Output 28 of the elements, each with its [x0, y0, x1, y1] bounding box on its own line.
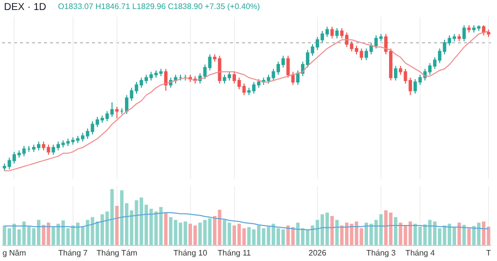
candlestick: [27, 146, 31, 152]
candlestick: [462, 24, 466, 42]
candlestick: [467, 24, 471, 34]
bar: [164, 212, 168, 245]
candlestick: [335, 28, 339, 39]
x-tick-label: Tháng 3: [366, 248, 396, 258]
x-tick-label: Tháng 7: [58, 248, 88, 258]
bar: [462, 224, 466, 245]
candlestick: [115, 106, 119, 119]
candlestick: [164, 68, 168, 92]
candlestick: [394, 65, 398, 82]
x-tick-label: 2026: [308, 248, 327, 258]
x-tick-label: Tháng 4: [405, 248, 436, 258]
x-tick-label: Tháng Tám: [96, 248, 138, 258]
bar: [330, 216, 334, 245]
candlestick: [120, 108, 124, 115]
candlestick: [178, 74, 182, 82]
text: O1833.07 H1846.71 L1829.96 C1838.90 +7.35 (+0.40%): [58, 2, 260, 11]
chart-title: DEX · 1D: [4, 2, 46, 13]
x-tick-label: T: [486, 248, 492, 258]
x-tick-label: Tháng 10: [173, 248, 208, 258]
x-tick-label: Tháng 11: [218, 248, 252, 258]
x-tick-label: g Năm: [2, 248, 26, 258]
candlestick: [330, 26, 334, 39]
bar: [115, 206, 119, 245]
candlestick: [458, 33, 461, 42]
bar: [394, 217, 398, 245]
bar: [458, 222, 461, 245]
